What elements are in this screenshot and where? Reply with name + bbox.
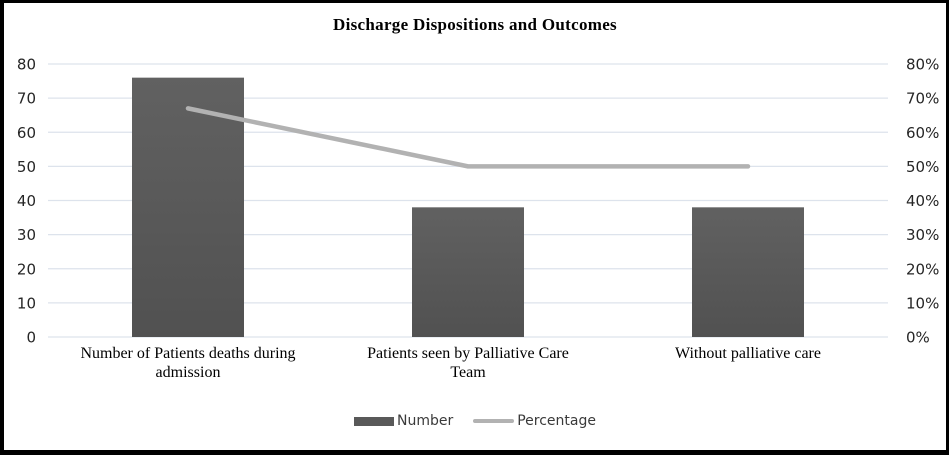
left-axis-tick-label: 10 <box>17 294 36 312</box>
bar-series-number <box>132 77 804 338</box>
legend-label-percentage: Percentage <box>517 413 596 429</box>
right-axis-tick-label: 0% <box>906 329 930 347</box>
right-axis-ticks: 0% 10% 20% 30% 40% 50% 60% 70% 80% <box>906 56 939 347</box>
line-swatch-icon <box>473 419 515 423</box>
right-axis-tick-label: 70% <box>906 90 939 108</box>
left-axis-tick-label: 30 <box>17 226 36 244</box>
category-label-1: Patients seen by Palliative Care Team <box>367 345 569 381</box>
right-axis-tick-label: 20% <box>906 260 939 278</box>
legend-label-number: Number <box>396 413 454 429</box>
right-axis-tick-label: 30% <box>906 226 939 244</box>
left-axis-tick-label: 50 <box>17 158 36 176</box>
bar-swatch-icon <box>353 416 394 426</box>
line-series-percentage <box>185 106 751 169</box>
left-axis-tick-label: 80 <box>17 56 36 74</box>
legend: Number Percentage <box>4 413 946 429</box>
category-label-2: Without palliative care <box>675 345 821 362</box>
category-label-0: Number of Patients deaths during admissio… <box>80 345 296 381</box>
right-axis-tick-label: 10% <box>906 294 939 312</box>
bar-0 <box>132 77 244 338</box>
percentage-line <box>185 106 751 169</box>
left-axis-tick-label: 60 <box>17 124 36 142</box>
left-axis-ticks: 0 10 20 30 40 50 60 70 80 <box>17 56 36 347</box>
legend-item-number: Number <box>353 413 454 429</box>
left-axis-tick-label: 20 <box>17 260 36 278</box>
left-axis-tick-label: 40 <box>17 192 36 210</box>
chart-title: Discharge Dispositions and Outcomes <box>333 15 617 34</box>
chart-plot: 0 10 20 30 40 50 60 70 80 0% 10% 20% 30% 40% 50% 60% 70… <box>17 56 939 347</box>
bar-2 <box>692 207 804 337</box>
left-axis-tick-label: 0 <box>26 329 36 347</box>
left-axis-tick-label: 70 <box>17 90 36 108</box>
right-axis-tick-label: 40% <box>906 192 939 210</box>
bar-1 <box>412 207 524 337</box>
right-axis-tick-label: 80% <box>906 56 939 74</box>
right-axis-tick-label: 50% <box>906 158 939 176</box>
right-axis-tick-label: 60% <box>906 124 939 142</box>
legend-item-percentage: Percentage <box>473 413 596 429</box>
